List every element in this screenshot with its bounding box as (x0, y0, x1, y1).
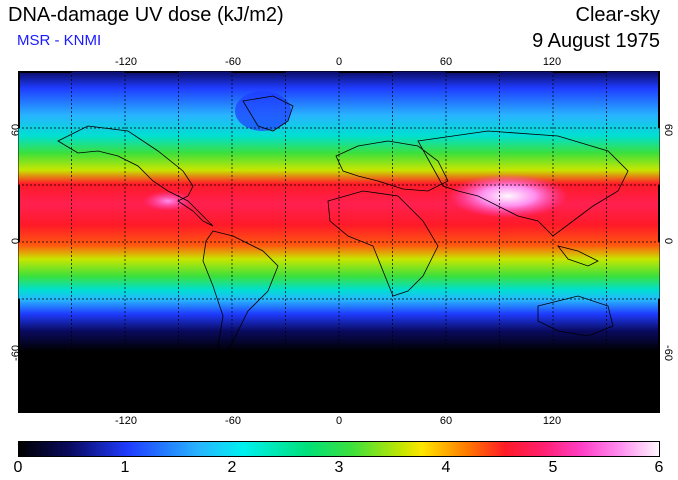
lat-tick-right: 0 (662, 237, 674, 245)
greenland-low (235, 91, 291, 131)
world-uv-map (18, 71, 660, 413)
lon-tick-bottom: -120 (114, 415, 138, 427)
colorbar-label: 3 (334, 459, 344, 476)
americas-peak (143, 191, 193, 211)
map-frame (18, 71, 660, 413)
uv-colorbar (18, 441, 660, 457)
chart-title: DNA-damage UV dose (kJ/m2) (8, 4, 284, 26)
colorbar-label: 5 (548, 459, 558, 476)
lon-tick-bottom: -60 (225, 415, 241, 427)
data-source-label: MSR - KNMI (17, 32, 102, 49)
lon-tick-bottom: 120 (542, 415, 562, 427)
colorbar-label: 6 (654, 459, 664, 476)
colorbar-label: 2 (227, 459, 237, 476)
lon-tick-top: 0 (335, 56, 343, 68)
lon-tick-top: -60 (225, 56, 241, 68)
lat-tick-right: 60 (662, 123, 674, 137)
lon-tick-top: -120 (114, 56, 138, 68)
lon-tick-bottom: 0 (335, 415, 343, 427)
lon-tick-bottom: 60 (439, 415, 453, 427)
lon-tick-top: 60 (439, 56, 453, 68)
coastlines (57, 95, 629, 357)
colorbar-label: 4 (441, 459, 451, 476)
graticule (18, 71, 660, 413)
sky-condition-label: Clear-sky (575, 4, 660, 26)
colorbar-label: 0 (13, 459, 23, 476)
date-label: 9 August 1975 (532, 30, 660, 52)
lon-tick-top: 120 (542, 56, 562, 68)
colorbar-label: 1 (120, 459, 130, 476)
lat-tick-right: -60 (662, 345, 674, 361)
